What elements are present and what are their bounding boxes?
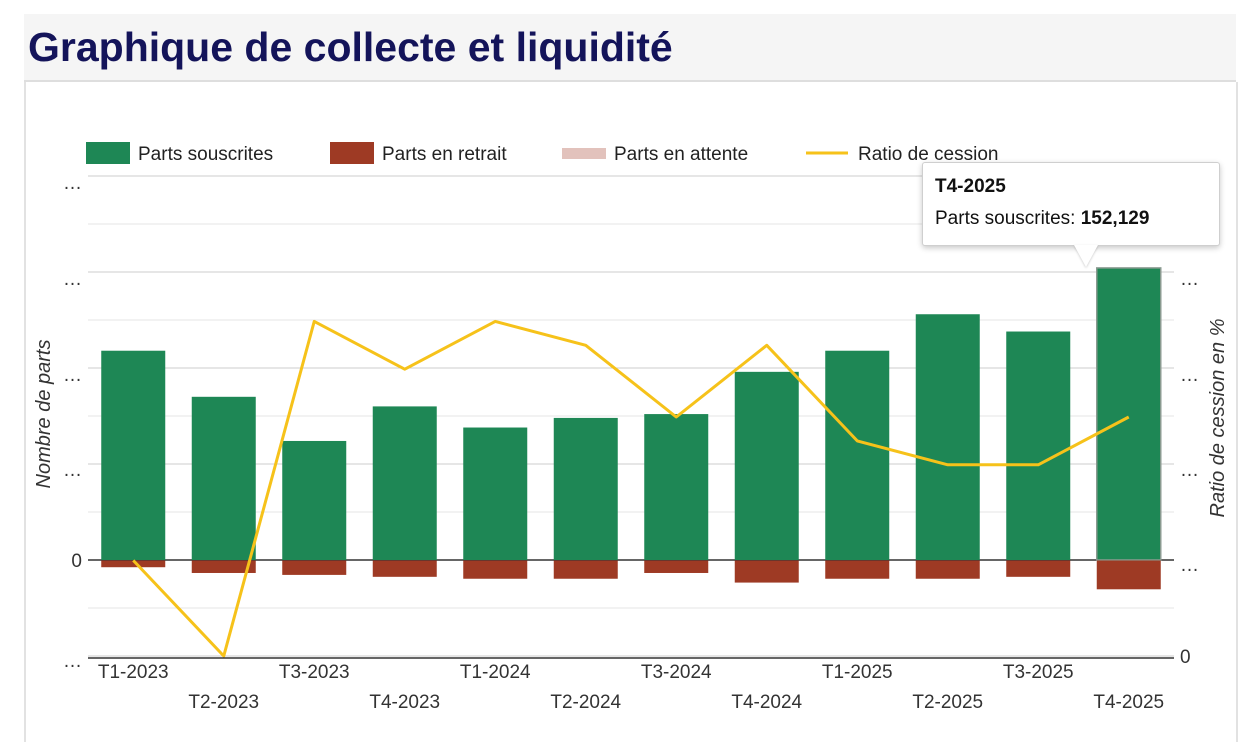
right-tick-label: … bbox=[1180, 365, 1199, 386]
x-tick-label: T1-2024 bbox=[460, 662, 531, 683]
bar-parts-souscrites bbox=[734, 371, 799, 560]
chart-svg: Parts souscrites Parts en retrait Parts en… bbox=[33, 142, 1229, 713]
bar-parts-souscrites bbox=[1096, 267, 1162, 561]
page-title: Graphique de collecte et liquidité bbox=[28, 24, 673, 70]
bar-parts-souscrites bbox=[915, 314, 980, 560]
right-tick-label: … bbox=[1180, 555, 1199, 576]
page-header: Graphique de collecte et liquidité bbox=[24, 14, 1236, 82]
bar-parts-en-retrait bbox=[825, 560, 890, 579]
bar-parts-souscrites bbox=[825, 350, 890, 560]
legend-swatch-0 bbox=[86, 142, 130, 164]
gridlines bbox=[88, 175, 1174, 657]
x-tick-label: T3-2025 bbox=[1003, 662, 1074, 683]
tooltip-value: 152,129 bbox=[1080, 208, 1150, 229]
bar-parts-souscrites bbox=[191, 396, 256, 560]
legend-label: Parts en retrait bbox=[382, 144, 507, 165]
tooltip: T4-2025 Parts souscrites: 152,129 bbox=[922, 162, 1220, 246]
x-tick-label: T2-2025 bbox=[912, 692, 983, 713]
tooltip-label: Parts souscrites: bbox=[935, 208, 1076, 229]
x-tick-label: T3-2024 bbox=[641, 662, 712, 683]
bar-parts-en-retrait bbox=[372, 560, 437, 577]
right-tick-label: … bbox=[1180, 460, 1199, 481]
left-tick-label: 0 bbox=[71, 551, 82, 572]
x-tick-label: T1-2023 bbox=[98, 662, 169, 683]
bar-parts-souscrites bbox=[101, 350, 166, 560]
bar-parts-souscrites bbox=[644, 414, 709, 560]
bars bbox=[101, 267, 1162, 590]
x-tick-label: T3-2023 bbox=[279, 662, 350, 683]
right-tick-label: … bbox=[1180, 269, 1199, 290]
tooltip-arrow bbox=[1074, 245, 1098, 267]
legend: Parts souscrites Parts en retrait Parts en… bbox=[86, 142, 998, 165]
left-tick-label: … bbox=[63, 651, 82, 672]
x-tick-label: T4-2023 bbox=[369, 692, 440, 713]
legend-label: Parts en attente bbox=[614, 144, 748, 165]
bar-parts-souscrites bbox=[553, 417, 618, 560]
bar-parts-souscrites bbox=[1006, 331, 1071, 560]
bar-parts-en-retrait bbox=[1096, 560, 1161, 590]
x-tick-label: T4-2025 bbox=[1093, 692, 1164, 713]
bar-parts-souscrites bbox=[282, 440, 347, 560]
right-axis-title: Ratio de cession en % bbox=[1207, 318, 1229, 517]
bar-parts-en-retrait bbox=[282, 560, 347, 575]
bar-parts-en-retrait bbox=[101, 560, 166, 568]
x-tick-label: T2-2023 bbox=[188, 692, 259, 713]
bar-parts-en-retrait bbox=[1006, 560, 1071, 577]
right-tick-label: 0 bbox=[1180, 647, 1191, 668]
bar-parts-en-retrait bbox=[553, 560, 618, 579]
tooltip-row: Parts souscrites: 152,129 bbox=[935, 207, 1207, 231]
left-tick-label: … bbox=[63, 365, 82, 386]
bar-parts-souscrites bbox=[463, 427, 528, 560]
axes: … … … … 0 … … … … … 0 T1-2023 T2-2023 T3-2023 T4-2023 T… bbox=[33, 173, 1229, 713]
legend-label: Parts souscrites bbox=[138, 144, 273, 165]
bar-parts-en-retrait bbox=[644, 560, 709, 573]
left-tick-label: … bbox=[63, 460, 82, 481]
bar-parts-en-retrait bbox=[463, 560, 528, 579]
x-tick-label: T2-2024 bbox=[550, 692, 621, 713]
left-tick-label: … bbox=[63, 269, 82, 290]
left-axis-title: Nombre de parts bbox=[33, 340, 55, 489]
bar-parts-en-retrait bbox=[191, 560, 256, 573]
legend-swatch-pending bbox=[562, 148, 606, 159]
left-tick-label: … bbox=[63, 173, 82, 194]
ratio-line-group bbox=[132, 319, 1130, 658]
bar-parts-souscrites bbox=[372, 406, 437, 560]
bar-parts-en-retrait bbox=[734, 560, 799, 583]
legend-swatch-1 bbox=[330, 142, 374, 164]
x-tick-label: T4-2024 bbox=[731, 692, 802, 713]
ratio-de-cession-line bbox=[132, 319, 1130, 658]
legend-label: Ratio de cession bbox=[858, 144, 998, 165]
tooltip-title: T4-2025 bbox=[935, 176, 1006, 197]
x-tick-label: T1-2025 bbox=[822, 662, 893, 683]
bar-parts-en-retrait bbox=[915, 560, 980, 579]
